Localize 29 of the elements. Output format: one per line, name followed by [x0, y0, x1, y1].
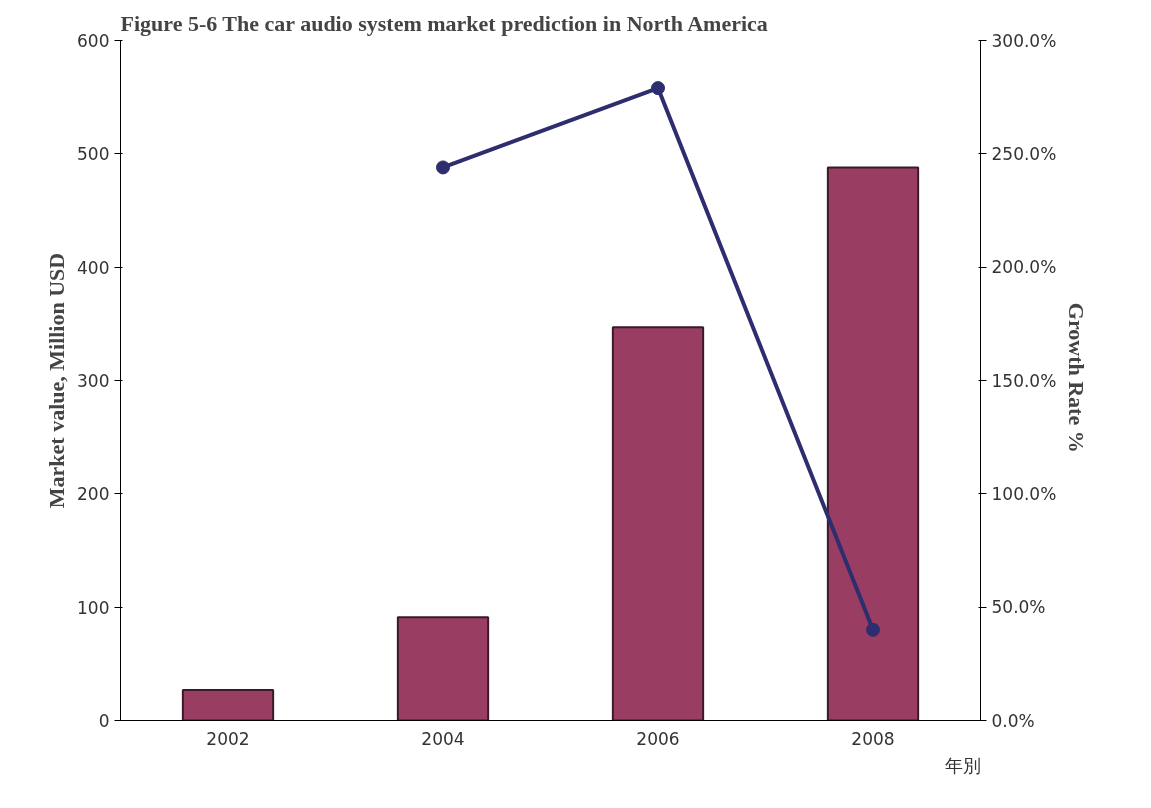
chart-title: Figure 5-6 The car audio system market prediction in North America: [120, 10, 768, 36]
y2-tick-label: 300.0%: [991, 30, 1057, 51]
y-tick-label: 200: [77, 484, 110, 505]
y2-tick-label: 200.0%: [991, 257, 1057, 278]
y-axis-title: Market value, Million USD: [44, 252, 70, 509]
x-tick-label: 2008: [851, 728, 895, 749]
y-tick-label: 0: [98, 711, 110, 731]
x-tick-label: 2004: [421, 728, 465, 749]
point: [651, 81, 665, 96]
y-tick-label: 400: [77, 257, 110, 278]
y2-tick-label: 0.0%: [991, 710, 1035, 731]
bar: [611, 326, 705, 721]
x-tick-label: 2002: [206, 728, 250, 749]
y-tick-label: 300: [77, 371, 110, 391]
y-tick-label: 500: [77, 144, 110, 165]
y2-axis-title: Growth Rate %: [1064, 302, 1090, 453]
y2-tick-label: 100.0%: [991, 483, 1057, 504]
point: [866, 622, 880, 637]
bar: [396, 616, 490, 721]
y2-tick-label: 50.0%: [991, 597, 1046, 618]
x-tick-label: 2006: [636, 728, 680, 749]
bar: [181, 688, 275, 721]
y2-tick-label: 150.0%: [991, 370, 1057, 391]
y2-tick-label: 250.0%: [991, 143, 1057, 164]
x-axis-title: 年別: [944, 754, 981, 776]
bar: [826, 166, 920, 721]
y-tick-label: 100: [77, 597, 110, 618]
y-tick-label: 600: [77, 31, 110, 51]
point: [436, 160, 450, 175]
